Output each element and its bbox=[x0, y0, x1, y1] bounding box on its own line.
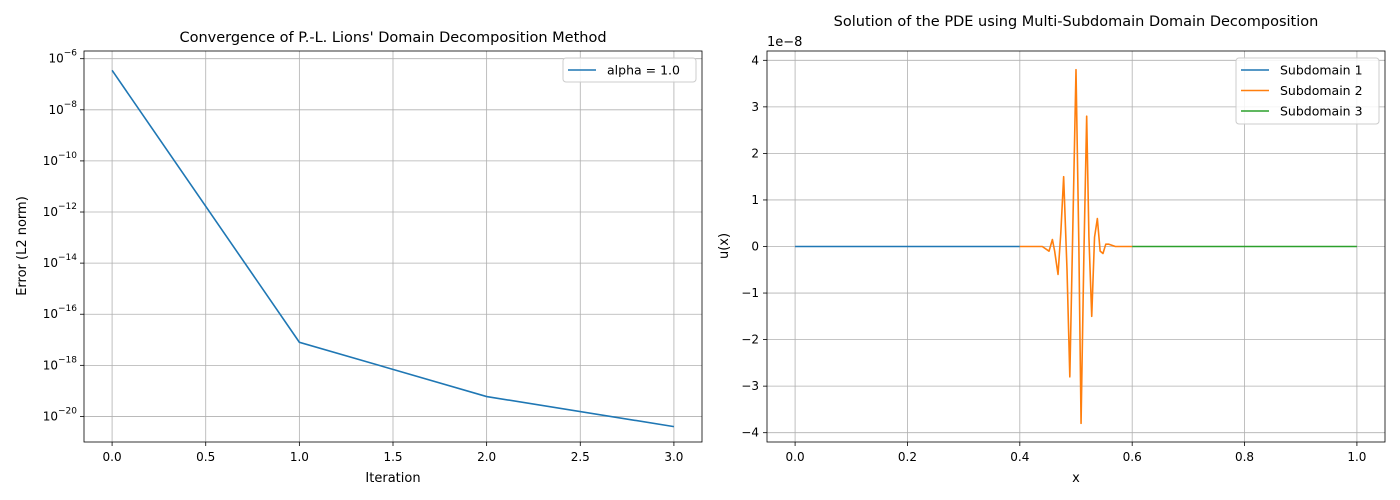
y-tick-label: 10−18 bbox=[43, 355, 78, 372]
x-tick-label: 0.4 bbox=[1010, 450, 1029, 464]
y-tick-label: 10−20 bbox=[43, 406, 78, 423]
y-tick-label: −4 bbox=[741, 426, 759, 440]
x-tick-labels: 0.0 0.2 0.4 0.6 0.8 1.0 bbox=[786, 450, 1367, 464]
series-lines bbox=[795, 68, 1357, 425]
y-tick-labels: −4 −3 −2 −1 0 1 2 3 4 bbox=[741, 53, 759, 439]
legend-box bbox=[1235, 57, 1380, 125]
series-line bbox=[1019, 68, 1133, 425]
legend-label: Subdomain 3 bbox=[1280, 104, 1363, 119]
chart-title: Solution of the PDE using Multi-Subdomai… bbox=[834, 14, 1319, 30]
x-tick-label: 0.0 bbox=[103, 450, 122, 464]
series-line bbox=[111, 69, 675, 428]
convergence-chart: Convergence of P.-L. Lions' Domain Decom… bbox=[15, 30, 703, 486]
x-tick-label: 2.5 bbox=[571, 450, 590, 464]
y-tick-label: 10−6 bbox=[48, 49, 77, 66]
grid bbox=[84, 51, 702, 442]
x-tick-label: 3.0 bbox=[664, 450, 683, 464]
y-axis-label: u(x) bbox=[717, 233, 732, 259]
y-offset-text: 1e−8 bbox=[767, 35, 802, 50]
x-tick-label: 1.5 bbox=[383, 450, 402, 464]
chart-title: Convergence of P.-L. Lions' Domain Decom… bbox=[179, 30, 606, 46]
y-axis-label: Error (L2 norm) bbox=[15, 196, 30, 296]
x-tick-label: 1.0 bbox=[290, 450, 309, 464]
x-tick-label: 0.6 bbox=[1123, 450, 1142, 464]
legend-box bbox=[562, 57, 697, 83]
x-tick-label: 0.2 bbox=[898, 450, 917, 464]
x-tick-label: 0.0 bbox=[786, 450, 805, 464]
tick-marks bbox=[80, 58, 675, 446]
y-tick-labels: 10−20 10−18 10−16 10−14 10−12 10−10 10−8 10−6 bbox=[43, 49, 78, 424]
plot-frame bbox=[766, 50, 1386, 443]
y-tick-label: 1 bbox=[751, 193, 759, 207]
legend: alpha = 1.0 bbox=[562, 57, 697, 83]
legend: Subdomain 1 Subdomain 2 Subdomain 3 bbox=[1235, 57, 1380, 125]
x-axis-label: x bbox=[1072, 471, 1080, 486]
y-tick-label: 10−10 bbox=[43, 151, 78, 168]
y-tick-label: 2 bbox=[751, 146, 759, 160]
solution-chart: Solution of the PDE using Multi-Subdomai… bbox=[717, 14, 1386, 486]
legend-label: Subdomain 1 bbox=[1280, 63, 1363, 78]
x-tick-label: 0.8 bbox=[1235, 450, 1254, 464]
legend-label: Subdomain 2 bbox=[1280, 83, 1363, 98]
x-tick-labels: 0.0 0.5 1.0 1.5 2.0 2.5 3.0 bbox=[103, 450, 684, 464]
y-tick-label: 10−14 bbox=[43, 253, 78, 270]
y-tick-label: 10−12 bbox=[43, 202, 77, 219]
x-tick-label: 1.0 bbox=[1347, 450, 1366, 464]
y-tick-label: 10−8 bbox=[48, 100, 77, 117]
y-tick-label: −3 bbox=[741, 379, 759, 393]
plot-frame bbox=[83, 50, 703, 443]
y-tick-label: 0 bbox=[751, 240, 759, 254]
x-tick-label: 2.0 bbox=[477, 450, 496, 464]
tick-marks bbox=[763, 59, 1358, 446]
y-tick-label: −1 bbox=[741, 286, 759, 300]
y-tick-label: −2 bbox=[741, 333, 759, 347]
legend-label: alpha = 1.0 bbox=[607, 63, 680, 78]
y-tick-label: 10−16 bbox=[43, 304, 78, 321]
y-tick-label: 4 bbox=[751, 53, 759, 67]
y-tick-label: 3 bbox=[751, 100, 759, 114]
series-lines bbox=[111, 69, 675, 428]
x-tick-label: 0.5 bbox=[196, 450, 215, 464]
x-axis-label: Iteration bbox=[365, 471, 420, 486]
